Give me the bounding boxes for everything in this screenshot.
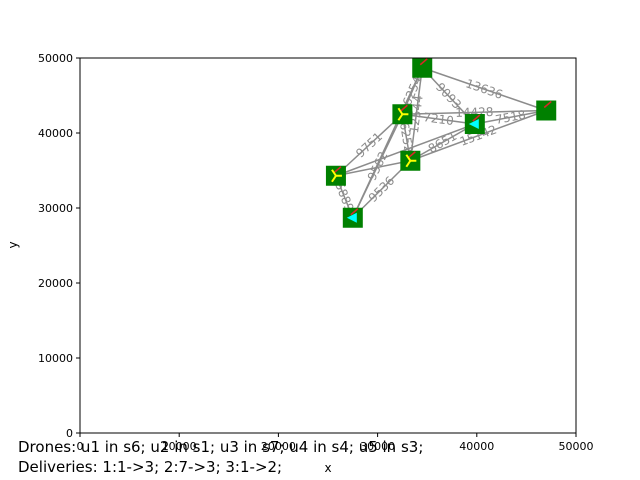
- station-node: [325, 165, 346, 186]
- y-tick-label: 10000: [38, 352, 73, 365]
- y-tick-label: 20000: [38, 277, 73, 290]
- drone-marker: [331, 169, 342, 183]
- graph-edge: [409, 123, 476, 162]
- y-axis-ticks: 0 10000 20000 30000 40000 50000: [38, 52, 80, 440]
- graph-edge: [402, 113, 475, 125]
- station-square: [536, 100, 557, 121]
- y-axis-label: y: [6, 241, 20, 248]
- delivery-marker: [346, 212, 357, 223]
- x-tick-label: 50000: [559, 440, 594, 453]
- deliveries-caption: Deliveries: 1:1->3; 2:7->3; 3:1->2;: [18, 458, 283, 476]
- x-tick-label: 20000: [261, 440, 296, 453]
- graph-edge: [352, 67, 423, 219]
- graph-edge: [409, 67, 423, 161]
- y-tick-label: 30000: [38, 202, 73, 215]
- graph-edge: [410, 109, 547, 162]
- x-tick-label: 10000: [162, 440, 197, 453]
- station-direction-mark: [333, 166, 342, 174]
- station-node: [392, 104, 413, 125]
- x-tick-label: 0: [77, 440, 84, 453]
- y-tick-label: 50000: [38, 52, 73, 65]
- station-direction-mark: [399, 104, 408, 112]
- edge-weight-label: 7210: [423, 110, 455, 128]
- edge-weight-label: 6252: [397, 121, 416, 153]
- drone-marker: [405, 154, 417, 168]
- station-direction-mark: [407, 151, 416, 159]
- edge-weight-label: 7518: [494, 108, 527, 127]
- plot-frame: [79, 57, 577, 434]
- graph-edge: [335, 160, 411, 177]
- station-direction-mark: [350, 208, 359, 216]
- x-axis-ticks: 0 10000 20000 30000 40000 50000: [77, 433, 594, 453]
- station-direction-mark: [419, 58, 428, 66]
- station-node: [400, 150, 421, 171]
- graph-edge: [335, 123, 476, 177]
- station-node: [342, 207, 363, 228]
- graph-edge: [335, 113, 403, 177]
- graph-edge: [421, 67, 547, 112]
- nodes-layer: [325, 57, 557, 228]
- drones-caption: Drones: u1 in s6; u2 in s1; u3 in s7; u4…: [18, 438, 424, 456]
- station-direction-mark: [472, 114, 481, 122]
- drone-marker: [397, 107, 409, 121]
- graph-edge: [474, 109, 547, 125]
- x-tick-label: 30000: [360, 440, 395, 453]
- station-node: [412, 57, 433, 78]
- station-square: [412, 57, 433, 78]
- station-direction-mark: [543, 100, 552, 109]
- station-node: [536, 100, 557, 121]
- x-axis-label: x: [324, 461, 331, 475]
- y-tick-label: 0: [66, 427, 73, 440]
- y-tick-label: 40000: [38, 127, 73, 140]
- delivery-marker: [468, 119, 479, 129]
- x-tick-label: 40000: [459, 440, 494, 453]
- station-node: [464, 114, 485, 134]
- graph-edge: [402, 109, 547, 115]
